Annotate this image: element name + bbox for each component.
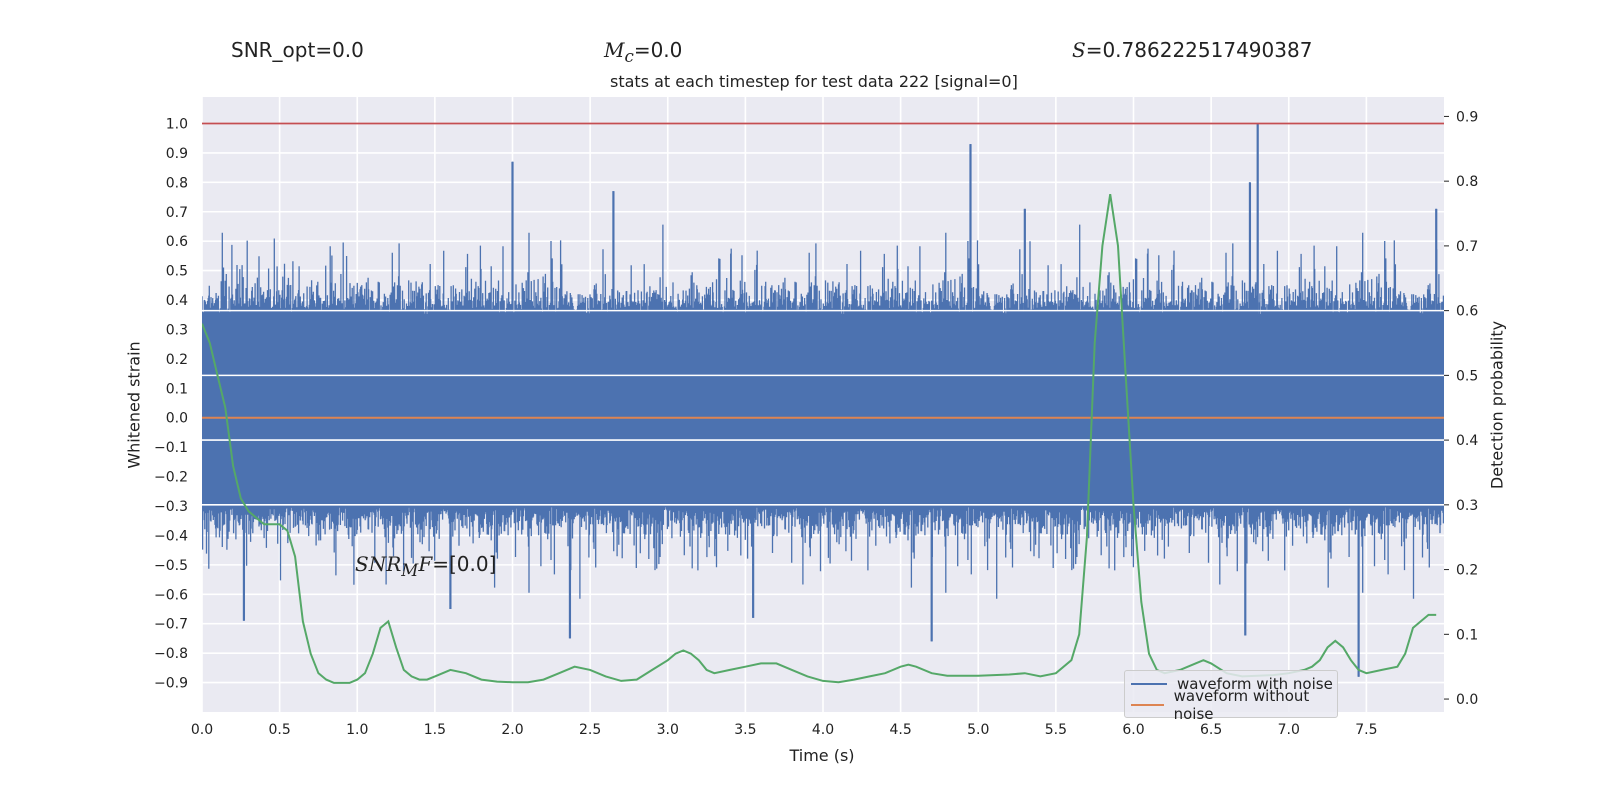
- x-tick-label: 6.5: [1200, 722, 1222, 738]
- y-left-tick-label: −0.2: [154, 470, 188, 486]
- x-tick-label: 2.5: [579, 722, 601, 738]
- x-tick-label: 1.0: [346, 722, 368, 738]
- y-left-tick-labels: −0.9 −0.8 −0.7 −0.6 −0.5 −0.4 −0.3 −0.2 −0.1 0.0 0…: [154, 116, 188, 691]
- y-left-tick-label: 0.0: [166, 411, 188, 427]
- y-left-tick-label: −0.7: [154, 617, 188, 633]
- chirp-mass-value: =0.0: [633, 38, 683, 62]
- y-right-tick-label: 0.4: [1456, 433, 1478, 449]
- y-axis-left-label: Whitened strain: [124, 341, 144, 469]
- y-left-tick-label: −0.1: [154, 440, 188, 456]
- snr-mf-symbol-2: F: [418, 552, 433, 576]
- x-tick-label: 7.5: [1355, 722, 1377, 738]
- y-right-tick-label: 0.2: [1456, 563, 1478, 579]
- y-left-tick-label: 0.8: [166, 175, 188, 191]
- legend-swatch-noise: [1131, 683, 1167, 685]
- score-value: =0.786222517490387: [1085, 38, 1313, 62]
- snr-mf-subscript: M: [401, 561, 419, 580]
- x-tick-label: 0.5: [268, 722, 290, 738]
- y-right-tick-label: 0.3: [1456, 498, 1478, 514]
- legend-label-noise: waveform with noise: [1177, 675, 1333, 693]
- x-tick-label: 0.0: [191, 722, 213, 738]
- score-label: S=0.786222517490387: [1072, 38, 1312, 62]
- x-tick-label: 4.0: [812, 722, 834, 738]
- x-tick-label: 5.5: [1045, 722, 1067, 738]
- y-left-tick-label: 1.0: [166, 116, 188, 132]
- y-left-tick-label: 0.3: [166, 322, 188, 338]
- y-left-tick-label: −0.4: [154, 528, 188, 544]
- y-left-tick-label: −0.3: [154, 499, 188, 515]
- x-tick-label: 2.0: [501, 722, 523, 738]
- y-left-tick-label: 0.2: [166, 352, 188, 368]
- x-tick-label: 4.5: [889, 722, 911, 738]
- y-left-tick-label: 0.4: [166, 293, 188, 309]
- y-right-tick-label: 0.0: [1456, 692, 1478, 708]
- chart-title: stats at each timestep for test data 222…: [610, 72, 1018, 91]
- legend: waveform with noise waveform without noi…: [1124, 670, 1338, 723]
- snr-mf-value: =[0.0]: [432, 552, 497, 576]
- y-right-tick-label: 0.7: [1456, 239, 1478, 255]
- y-right-tick-label: 0.1: [1456, 627, 1478, 643]
- y-left-tick-label: −0.9: [154, 676, 188, 692]
- y-right-tick-labels: 0.0 0.1 0.2 0.3 0.4 0.5 0.6 0.7 0.8 0.9: [1444, 109, 1478, 708]
- y-left-tick-label: 0.1: [166, 381, 188, 397]
- series-waveform-with-noise: [202, 123, 1444, 677]
- noise-trace: [202, 123, 1444, 677]
- x-tick-label: 1.5: [424, 722, 446, 738]
- chirp-mass-label: Mc=0.0: [604, 38, 682, 66]
- score-symbol: S: [1072, 38, 1086, 62]
- snr-mf-annotation: SNRMF=[0.0]: [355, 552, 496, 580]
- chirp-mass-symbol: M: [604, 38, 625, 62]
- x-tick-label: 7.0: [1278, 722, 1300, 738]
- legend-item-noise: waveform with noise: [1131, 674, 1333, 694]
- y-right-tick-label: 0.5: [1456, 368, 1478, 384]
- y-right-tick-label: 0.8: [1456, 174, 1478, 190]
- y-left-tick-label: 0.9: [166, 146, 188, 162]
- y-axis-right-label: Detection probability: [1487, 320, 1507, 490]
- x-tick-label: 5.0: [967, 722, 989, 738]
- y-left-tick-label: 0.7: [166, 205, 188, 221]
- legend-swatch-clean: [1131, 704, 1164, 706]
- snr-opt-label: SNR_opt=0.0: [231, 38, 364, 62]
- x-tick-label: 3.5: [734, 722, 756, 738]
- y-left-tick-label: 0.6: [166, 234, 188, 250]
- y-left-tick-label: −0.5: [154, 558, 188, 574]
- snr-mf-symbol: SNR: [355, 552, 402, 576]
- y-left-tick-label: 0.5: [166, 264, 188, 280]
- chirp-mass-subscript: c: [624, 47, 634, 66]
- y-left-tick-label: −0.8: [154, 646, 188, 662]
- y-right-tick-label: 0.9: [1456, 109, 1478, 125]
- legend-item-clean: waveform without noise: [1131, 687, 1337, 723]
- y-right-tick-label: 0.6: [1456, 304, 1478, 320]
- x-tick-label: 3.0: [657, 722, 679, 738]
- x-tick-labels: 0.0 0.5 1.0 1.5 2.0 2.5 3.0 3.5 4.0 4.5 5.0 5.5 6.0 6…: [191, 722, 1378, 738]
- x-axis-label: Time (s): [789, 746, 855, 765]
- legend-label-clean: waveform without noise: [1173, 687, 1310, 723]
- y-left-tick-label: −0.6: [154, 587, 188, 603]
- x-tick-label: 6.0: [1122, 722, 1144, 738]
